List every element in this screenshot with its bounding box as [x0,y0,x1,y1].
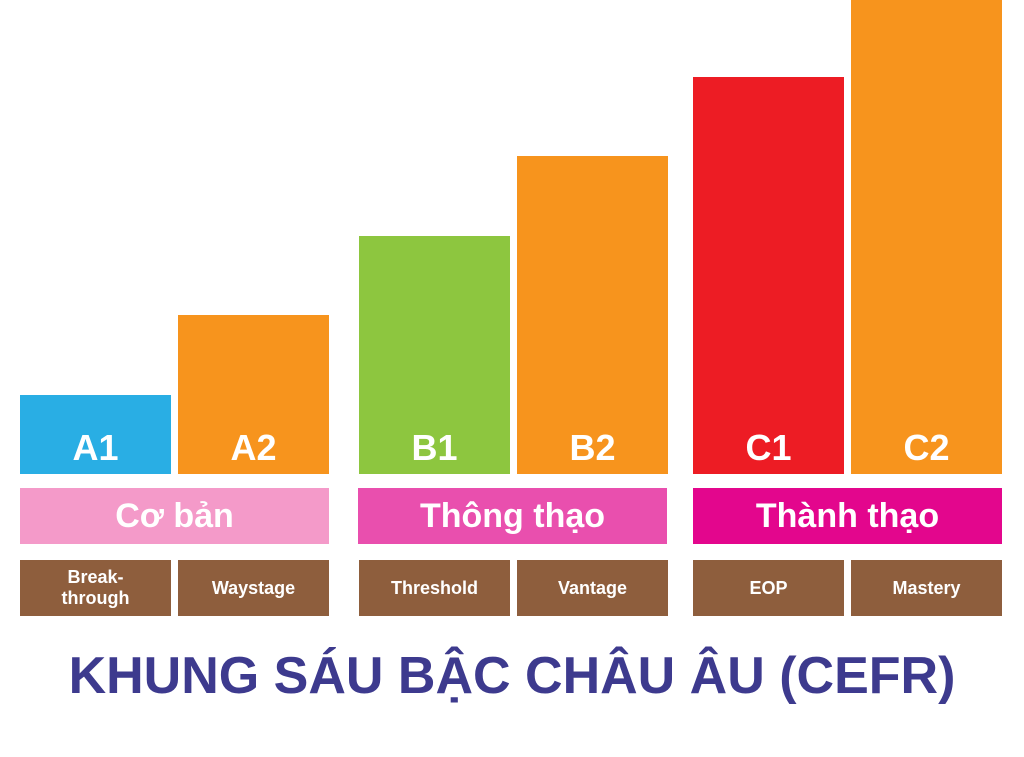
level-bar-b2: B2 [517,156,668,474]
tag-mastery: Mastery [851,560,1002,616]
tag-eop: EOP [693,560,844,616]
level-label: A1 [72,427,119,468]
level-bar-a1: A1 [20,395,171,474]
group-label: Thông thạo [419,496,606,535]
tag-label: Vantage [557,577,628,598]
tag-waystage: Waystage [178,560,329,616]
tag-breakthrough: Break- through [20,560,171,616]
group-band-basic: Cơ bản [20,488,329,544]
page-title: KHUNG SÁU BẬC CHÂU ÂU (CEFR) [68,647,956,705]
tag-label: Break- through [61,567,130,608]
tag-label: Mastery [892,577,961,598]
tag-label: EOP [749,577,788,598]
level-label: A2 [230,427,277,468]
tag-label: Waystage [211,577,296,598]
group-band-independent: Thông thạo [358,488,667,544]
level-bar-c1: C1 [693,77,844,474]
level-bar-b1: B1 [359,236,510,474]
group-label: Cơ bản [115,496,234,535]
level-bar-a2: A2 [178,315,329,474]
tag-label: Threshold [390,577,478,598]
tag-vantage: Vantage [517,560,668,616]
level-label: B2 [569,427,616,468]
group-label: Thành thạo [755,496,940,535]
tag-threshold: Threshold [359,560,510,616]
group-band-proficient: Thành thạo [693,488,1002,544]
level-label: B1 [411,427,458,468]
level-label: C1 [745,427,792,468]
level-bar-c2: C2 [851,0,1002,474]
level-label: C2 [903,427,950,468]
